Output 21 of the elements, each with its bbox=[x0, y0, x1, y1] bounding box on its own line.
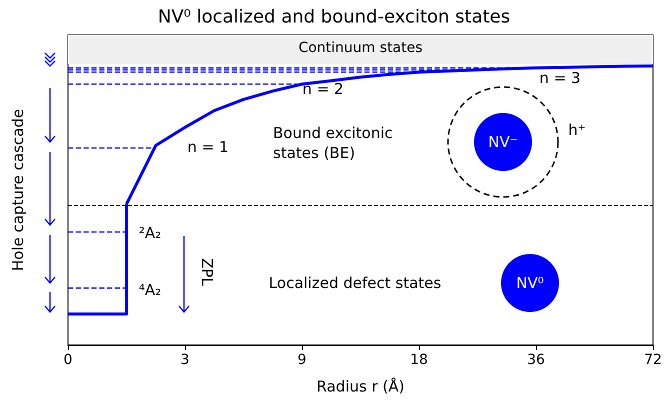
annotation: NV⁰ bbox=[516, 274, 544, 292]
annotation: NV⁻ bbox=[488, 133, 518, 151]
x-tick-label: 72 bbox=[644, 352, 662, 368]
annotation: n = 3 bbox=[539, 69, 581, 87]
annotation: h⁺ bbox=[568, 121, 586, 139]
chart-title: NV⁰ localized and bound-exciton states bbox=[158, 6, 510, 28]
annotation: n = 2 bbox=[302, 80, 344, 98]
annotation: ⁴A₂ bbox=[138, 281, 162, 299]
x-tick-label: 18 bbox=[410, 352, 428, 368]
annotation: ²A₂ bbox=[138, 224, 162, 242]
band-label: Continuum states bbox=[298, 40, 423, 56]
annotation: ZPL bbox=[198, 258, 216, 286]
annotation: Bound excitonic states (BE) bbox=[273, 124, 393, 162]
y-axis-title: Hole capture cascade bbox=[9, 108, 27, 272]
x-tick-label: 0 bbox=[64, 352, 72, 368]
x-tick-label: 9 bbox=[298, 352, 306, 368]
annotation: Localized defect states bbox=[268, 274, 442, 292]
x-axis-title: Radius r (Å) bbox=[316, 378, 404, 396]
annotation: n = 1 bbox=[187, 138, 229, 156]
x-tick-label: 3 bbox=[180, 352, 190, 368]
x-tick-label: 36 bbox=[527, 352, 545, 368]
